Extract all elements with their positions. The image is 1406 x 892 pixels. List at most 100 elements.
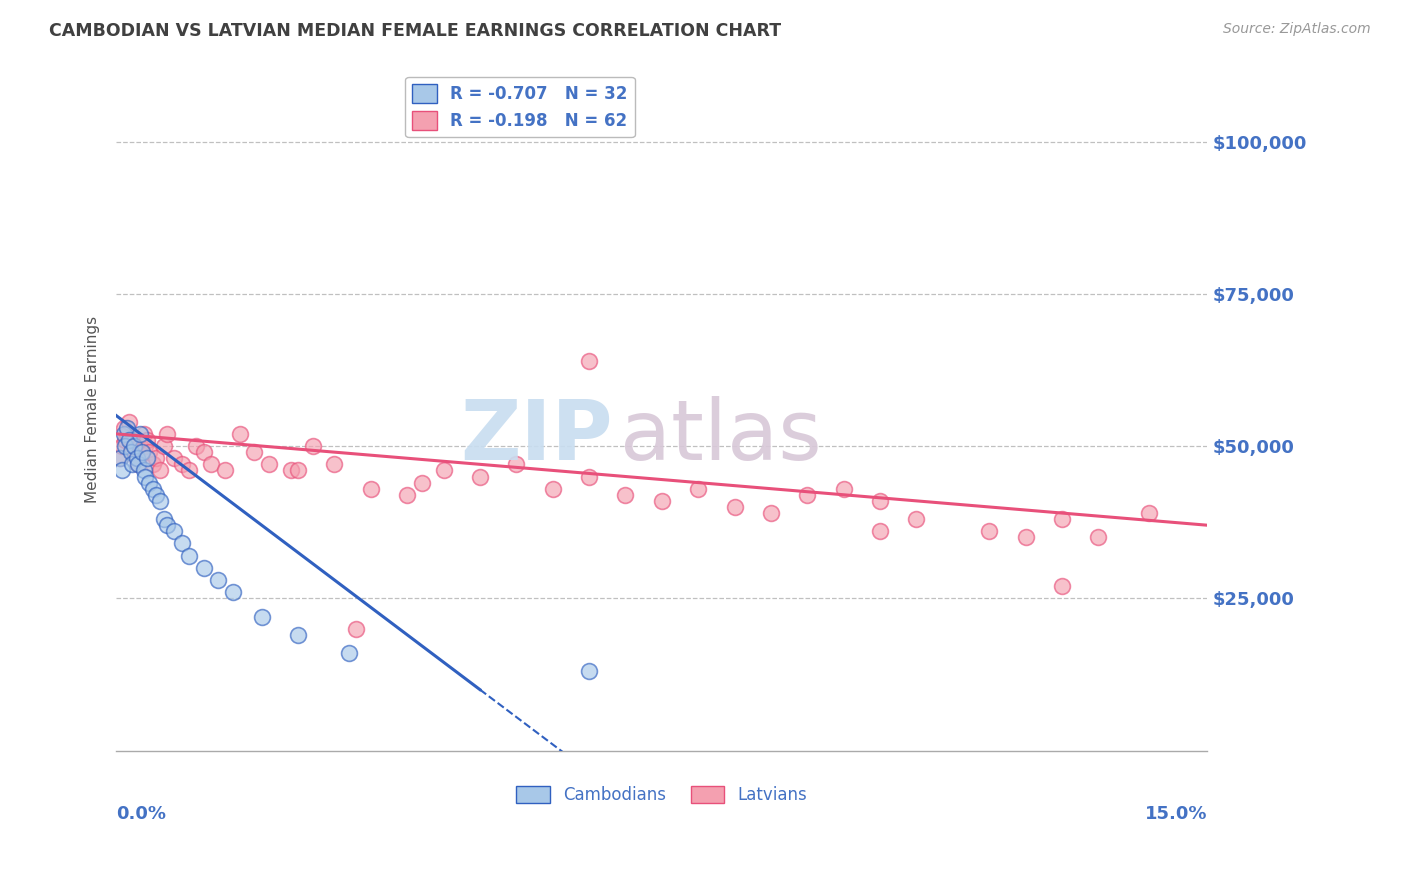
- Point: [360, 482, 382, 496]
- Point: [132, 426, 155, 441]
- Point: [124, 439, 146, 453]
- Point: [193, 445, 215, 459]
- Y-axis label: Median Female Earnings: Median Female Earnings: [86, 316, 100, 503]
- Point: [1050, 579, 1073, 593]
- Text: CAMBODIAN VS LATVIAN MEDIAN FEMALE EARNINGS CORRELATION CHART: CAMBODIAN VS LATVIAN MEDIAN FEMALE EARNI…: [49, 22, 782, 40]
- Text: atlas: atlas: [620, 396, 823, 477]
- Point: [243, 445, 266, 459]
- Point: [156, 518, 179, 533]
- Point: [118, 415, 141, 429]
- Legend: Cambodians, Latvians: Cambodians, Latvians: [509, 779, 814, 811]
- Text: 15.0%: 15.0%: [1144, 805, 1208, 823]
- Point: [124, 439, 146, 453]
- Point: [177, 549, 200, 563]
- Point: [287, 628, 309, 642]
- Point: [411, 475, 433, 490]
- Point: [207, 573, 229, 587]
- Point: [142, 482, 165, 496]
- Point: [1087, 530, 1109, 544]
- Point: [221, 585, 243, 599]
- Point: [127, 458, 149, 472]
- Point: [301, 439, 323, 453]
- Point: [138, 445, 160, 459]
- Point: [135, 433, 157, 447]
- Point: [578, 665, 600, 679]
- Point: [344, 622, 367, 636]
- Point: [112, 426, 135, 441]
- Point: [120, 445, 142, 459]
- Point: [214, 463, 236, 477]
- Point: [121, 445, 143, 459]
- Point: [468, 469, 491, 483]
- Point: [905, 512, 928, 526]
- Point: [796, 488, 818, 502]
- Point: [979, 524, 1001, 539]
- Point: [134, 439, 156, 453]
- Point: [723, 500, 745, 514]
- Point: [578, 353, 600, 368]
- Point: [131, 445, 153, 459]
- Text: ZIP: ZIP: [460, 396, 613, 477]
- Point: [578, 469, 600, 483]
- Point: [121, 458, 143, 472]
- Point: [145, 488, 167, 502]
- Point: [250, 609, 273, 624]
- Point: [1014, 530, 1036, 544]
- Point: [149, 494, 172, 508]
- Point: [869, 494, 891, 508]
- Point: [131, 445, 153, 459]
- Point: [170, 458, 193, 472]
- Point: [229, 426, 252, 441]
- Point: [323, 458, 346, 472]
- Point: [135, 451, 157, 466]
- Point: [120, 433, 142, 447]
- Point: [688, 482, 710, 496]
- Point: [108, 451, 131, 466]
- Point: [114, 433, 136, 447]
- Point: [433, 463, 456, 477]
- Point: [152, 512, 174, 526]
- Point: [125, 451, 148, 466]
- Point: [832, 482, 855, 496]
- Point: [651, 494, 673, 508]
- Point: [149, 463, 172, 477]
- Point: [128, 426, 150, 441]
- Text: Source: ZipAtlas.com: Source: ZipAtlas.com: [1223, 22, 1371, 37]
- Point: [138, 475, 160, 490]
- Point: [193, 561, 215, 575]
- Point: [142, 458, 165, 472]
- Point: [614, 488, 637, 502]
- Point: [759, 506, 782, 520]
- Point: [108, 451, 131, 466]
- Point: [132, 463, 155, 477]
- Point: [163, 451, 186, 466]
- Point: [257, 458, 280, 472]
- Point: [111, 463, 134, 477]
- Point: [186, 439, 208, 453]
- Point: [869, 524, 891, 539]
- Point: [541, 482, 564, 496]
- Point: [163, 524, 186, 539]
- Point: [177, 463, 200, 477]
- Point: [280, 463, 302, 477]
- Point: [396, 488, 419, 502]
- Point: [156, 426, 179, 441]
- Text: 0.0%: 0.0%: [117, 805, 166, 823]
- Point: [115, 421, 138, 435]
- Point: [128, 439, 150, 453]
- Point: [170, 536, 193, 550]
- Point: [118, 433, 141, 447]
- Point: [112, 421, 135, 435]
- Point: [1050, 512, 1073, 526]
- Point: [505, 458, 527, 472]
- Point: [337, 646, 360, 660]
- Point: [200, 458, 222, 472]
- Point: [111, 439, 134, 453]
- Point: [287, 463, 309, 477]
- Point: [127, 458, 149, 472]
- Point: [114, 439, 136, 453]
- Point: [125, 451, 148, 466]
- Point: [1137, 506, 1160, 520]
- Point: [145, 451, 167, 466]
- Point: [134, 469, 156, 483]
